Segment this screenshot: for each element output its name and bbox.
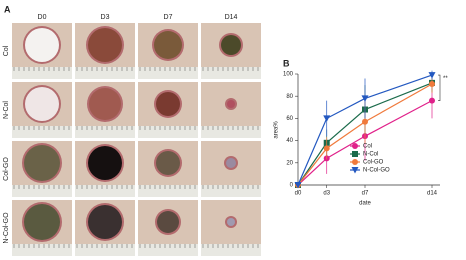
wound [226,158,236,168]
ruler [201,126,261,138]
ruler [138,185,198,197]
legend-label: Col-GO [363,160,384,166]
y-tick-label: 20 [286,160,293,166]
wound [89,88,121,120]
row-label: Col [3,45,10,56]
y-tick-label: 80 [286,94,293,100]
ruler [12,126,72,138]
wound [25,87,59,121]
wound [154,31,182,59]
ruler [12,244,72,256]
column-label: D7 [164,14,173,21]
series [294,70,436,189]
wound [157,211,179,233]
y-axis-label: area% [274,121,280,139]
y-tick-label: 100 [283,72,294,78]
marker [361,95,369,102]
ruler [138,244,198,256]
marker [429,97,435,104]
ruler [201,67,261,79]
wound [88,205,122,239]
x-tick-label: d0 [295,191,302,197]
legend-marker [352,143,358,149]
marker [294,182,302,189]
marker [362,118,368,125]
column-label: D14 [225,14,238,21]
x-tick-label: d3 [323,191,330,197]
ruler [12,185,72,197]
marker [429,80,435,87]
column-label: D3 [101,14,110,21]
wound [24,145,60,181]
ruler [201,185,261,197]
series-line [297,74,433,186]
panel-label: B [283,58,290,68]
y-tick-label: 40 [286,138,293,144]
ruler [75,126,135,138]
wound [25,28,59,62]
y-tick-label: 0 [290,183,294,189]
wound [227,100,235,108]
series-line [297,82,433,186]
legend-label: Col [363,144,372,150]
legend-label: N-Col-GO [363,168,390,174]
x-tick-label: d14 [427,191,438,197]
ruler [75,67,135,79]
ruler [75,185,135,197]
wound [221,35,241,55]
wound [88,28,122,62]
legend-marker [352,151,358,157]
column-label: D0 [38,14,47,21]
ruler [138,67,198,79]
ruler [12,67,72,79]
x-tick-label: d7 [362,191,369,197]
ruler [75,244,135,256]
ruler [201,244,261,256]
y-tick-label: 60 [286,116,293,122]
legend-marker [351,167,359,174]
wound [156,92,180,116]
x-axis-label: date [359,201,371,207]
row-label: N-Col [3,101,10,119]
wound [88,146,122,180]
wound [227,218,235,226]
row-label: N-Col-GO [3,212,10,244]
marker [323,115,331,122]
row-label: Col-GO [3,157,10,181]
significance-bracket [438,74,441,101]
wound [156,151,180,175]
legend-marker [352,159,358,165]
marker [323,145,330,152]
series-line [297,100,433,186]
wound [24,204,60,240]
series-line [297,83,433,186]
marker [428,72,436,79]
ruler [138,126,198,138]
panel-label: A [4,4,11,14]
annotation: ** [443,76,448,82]
legend-label: N-Col [363,152,378,158]
